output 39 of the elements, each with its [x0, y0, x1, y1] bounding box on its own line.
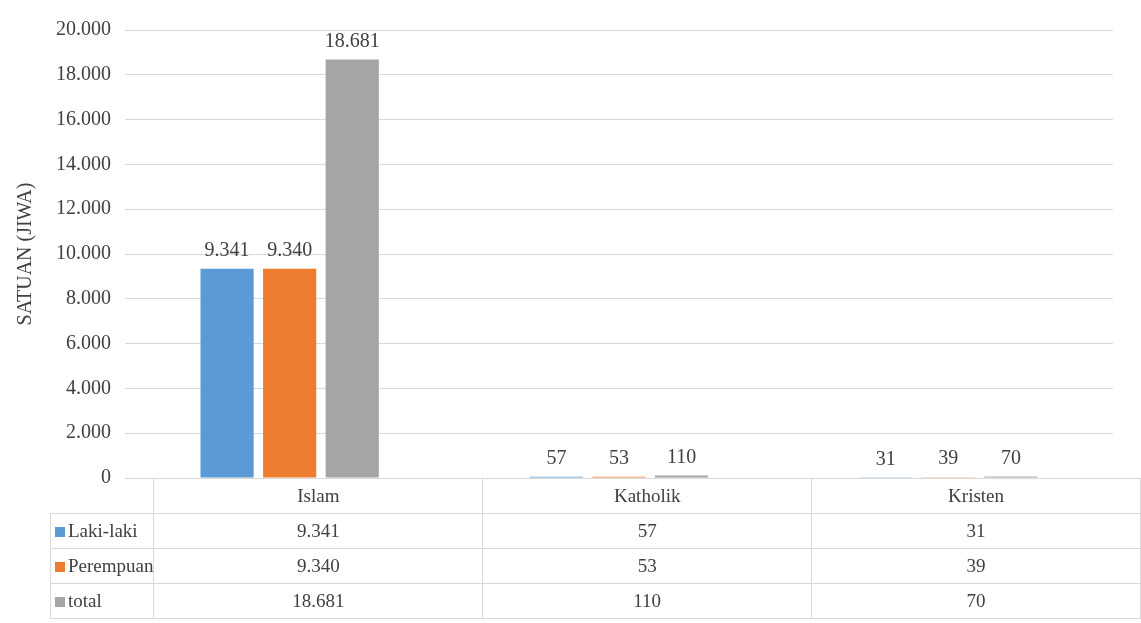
data-label: 57 — [482, 513, 812, 549]
text: 110 — [666, 444, 697, 467]
y-tick-label: 4.000 — [66, 375, 111, 398]
text: 39 — [938, 446, 959, 469]
y-tick-label: 10.000 — [56, 241, 111, 264]
y-tick-label: 2.000 — [66, 420, 111, 443]
x-tick-label: Kristen — [811, 478, 1141, 514]
data-label: 53 — [482, 548, 812, 584]
x-tick-label: Katholik — [482, 478, 812, 514]
bar — [325, 59, 379, 478]
data-label: 110 — [482, 583, 812, 619]
data-label: 70 — [811, 583, 1141, 619]
bar — [200, 268, 254, 478]
y-tick-label: 12.000 — [56, 196, 111, 219]
text: 70 — [1000, 445, 1021, 468]
legend-label: Perempuan — [50, 548, 154, 584]
text: 18.681 — [324, 28, 380, 51]
data-label: 31 — [811, 513, 1141, 549]
text: 9.341 — [204, 238, 250, 261]
y-tick-label: 20.000 — [56, 17, 111, 40]
text: 53 — [609, 446, 629, 469]
y-tick-label: 6.000 — [66, 330, 111, 353]
x-tick-label: Islam — [153, 478, 483, 514]
y-tick-label: 18.000 — [56, 62, 111, 85]
text: 9.340 — [267, 238, 313, 261]
legend-label: total — [50, 583, 154, 619]
data-label: 9.341 — [153, 513, 483, 549]
data-label: 9.340 — [153, 548, 483, 584]
data-label: 39 — [811, 548, 1141, 584]
data-label: 18.681 — [153, 583, 483, 619]
bar — [263, 268, 317, 478]
y-tick-label: 8.000 — [66, 286, 111, 309]
legend-label: Laki-laki — [50, 513, 154, 549]
text: 31 — [875, 446, 896, 469]
y-tick-label: 14.000 — [56, 151, 111, 174]
y-axis-title: SATUAN (JIWA) — [13, 182, 37, 326]
y-tick-label: 16.000 — [56, 106, 111, 129]
text: 57 — [546, 445, 567, 468]
y-tick-label: 0 — [101, 465, 111, 488]
